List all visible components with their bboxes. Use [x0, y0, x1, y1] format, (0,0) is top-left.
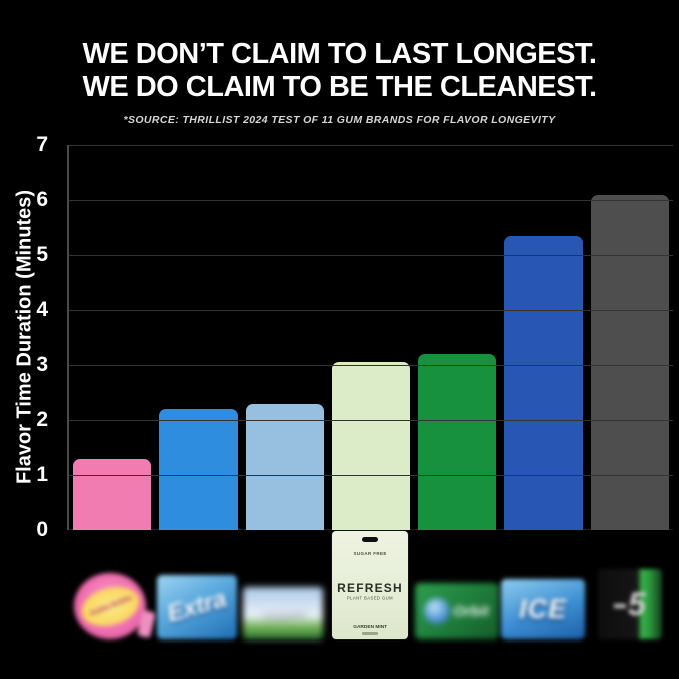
product-slot-ice: ICE ICE: [499, 530, 587, 679]
ice-reflection: ICE: [499, 641, 587, 679]
extra-pack-image: Extra: [156, 575, 237, 639]
gridline-2: [69, 420, 673, 422]
product-slot-extra: Extra Extra: [153, 530, 241, 679]
orbit-reflection: Orbit: [413, 641, 500, 679]
five-gum-pack-image: 5: [597, 569, 662, 639]
trident-pack-image: Trident: [243, 587, 324, 639]
header: WE DON’T CLAIM TO LAST LONGEST. WE DO CL…: [0, 38, 679, 126]
bar-trident: [245, 403, 324, 530]
gridline-1: [69, 475, 673, 477]
hubba-bubba-brand-text: Hubba Bubba: [88, 593, 132, 618]
gridline-5: [69, 255, 673, 256]
refresh-reflection: SUGAR FREE REFRESH PLANT BASED GUM GARDE…: [326, 641, 414, 679]
orbit-brand-text: Orbit: [453, 602, 490, 620]
hang-hole: [362, 537, 379, 542]
refresh-flavor-text: GARDEN MINT: [353, 624, 387, 630]
gridline-6: [69, 200, 673, 201]
hubba-bubba-reflection: Hubba Bubba: [67, 641, 154, 679]
y-axis-tick-labels: 0 1 2 3 4 5 6 7: [0, 134, 56, 541]
ytick-label-7: 7: [36, 133, 48, 156]
five-reflection: 5: [586, 641, 673, 679]
bar-ice: [504, 235, 583, 530]
orbit-globe-icon: [424, 598, 451, 624]
five-logo-dash: [613, 604, 626, 608]
ytick-label-0: 0: [36, 518, 48, 541]
bar-refresh: [331, 362, 411, 530]
ytick-label-6: 6: [36, 188, 48, 211]
gridline-4: [69, 310, 673, 312]
refresh-small-print: [362, 632, 379, 635]
trident-reflection: Trident: [240, 641, 327, 679]
ice-brand-text: ICE: [519, 593, 568, 624]
bar-extra: [159, 409, 238, 530]
refresh-subtitle-text: PLANT BASED GUM: [346, 596, 394, 602]
bar-orbit: [418, 354, 497, 530]
refresh-sugar-free-label: SUGAR FREE: [353, 551, 387, 557]
headline-line2: WE DO CLAIM TO BE THE CLEANEST.: [82, 71, 597, 103]
ytick-label-5: 5: [36, 243, 48, 266]
five-brand-text: 5: [627, 586, 646, 622]
gridline-7: [69, 145, 673, 146]
bar-5-gum: [590, 194, 669, 530]
bar-hubba-bubba: [73, 458, 152, 530]
product-slot-hubba-bubba: Hubba Bubba Hubba Bubba: [67, 530, 154, 679]
refresh-pack-image: SUGAR FREE REFRESH PLANT BASED GUM GARDE…: [332, 531, 409, 639]
ice-pack-image: ICE: [501, 579, 586, 639]
product-row: Hubba Bubba Hubba Bubba Extra Extra Trid…: [67, 530, 673, 679]
ytick-label-1: 1: [36, 463, 48, 487]
product-slot-trident: Trident Trident: [240, 530, 327, 679]
orbit-pack-image: Orbit: [414, 583, 499, 639]
headline-line1: WE DON’T CLAIM TO LAST LONGEST.: [82, 38, 597, 70]
hubba-bubba-label-sticker: Hubba Bubba: [76, 580, 144, 632]
product-slot-refresh: SUGAR FREE REFRESH PLANT BASED GUM GARDE…: [326, 530, 414, 679]
extra-reflection: Extra: [153, 641, 241, 679]
gridline-3: [69, 365, 673, 366]
refresh-brand-text: REFRESH: [337, 581, 403, 595]
plot-area: [67, 145, 673, 530]
ytick-label-3: 3: [36, 353, 48, 376]
source-note: *SOURCE: THRILLIST 2024 TEST OF 11 GUM B…: [123, 114, 556, 126]
bar-group: [69, 145, 673, 530]
product-slot-five: 5 5: [586, 530, 673, 679]
hubba-bubba-pack-image: Hubba Bubba: [74, 573, 147, 639]
ytick-label-4: 4: [36, 298, 48, 322]
product-slot-orbit: Orbit Orbit: [413, 530, 500, 679]
trident-brand-text: Trident: [261, 603, 306, 623]
extra-brand-text: Extra: [164, 585, 230, 628]
ytick-label-2: 2: [36, 408, 48, 432]
